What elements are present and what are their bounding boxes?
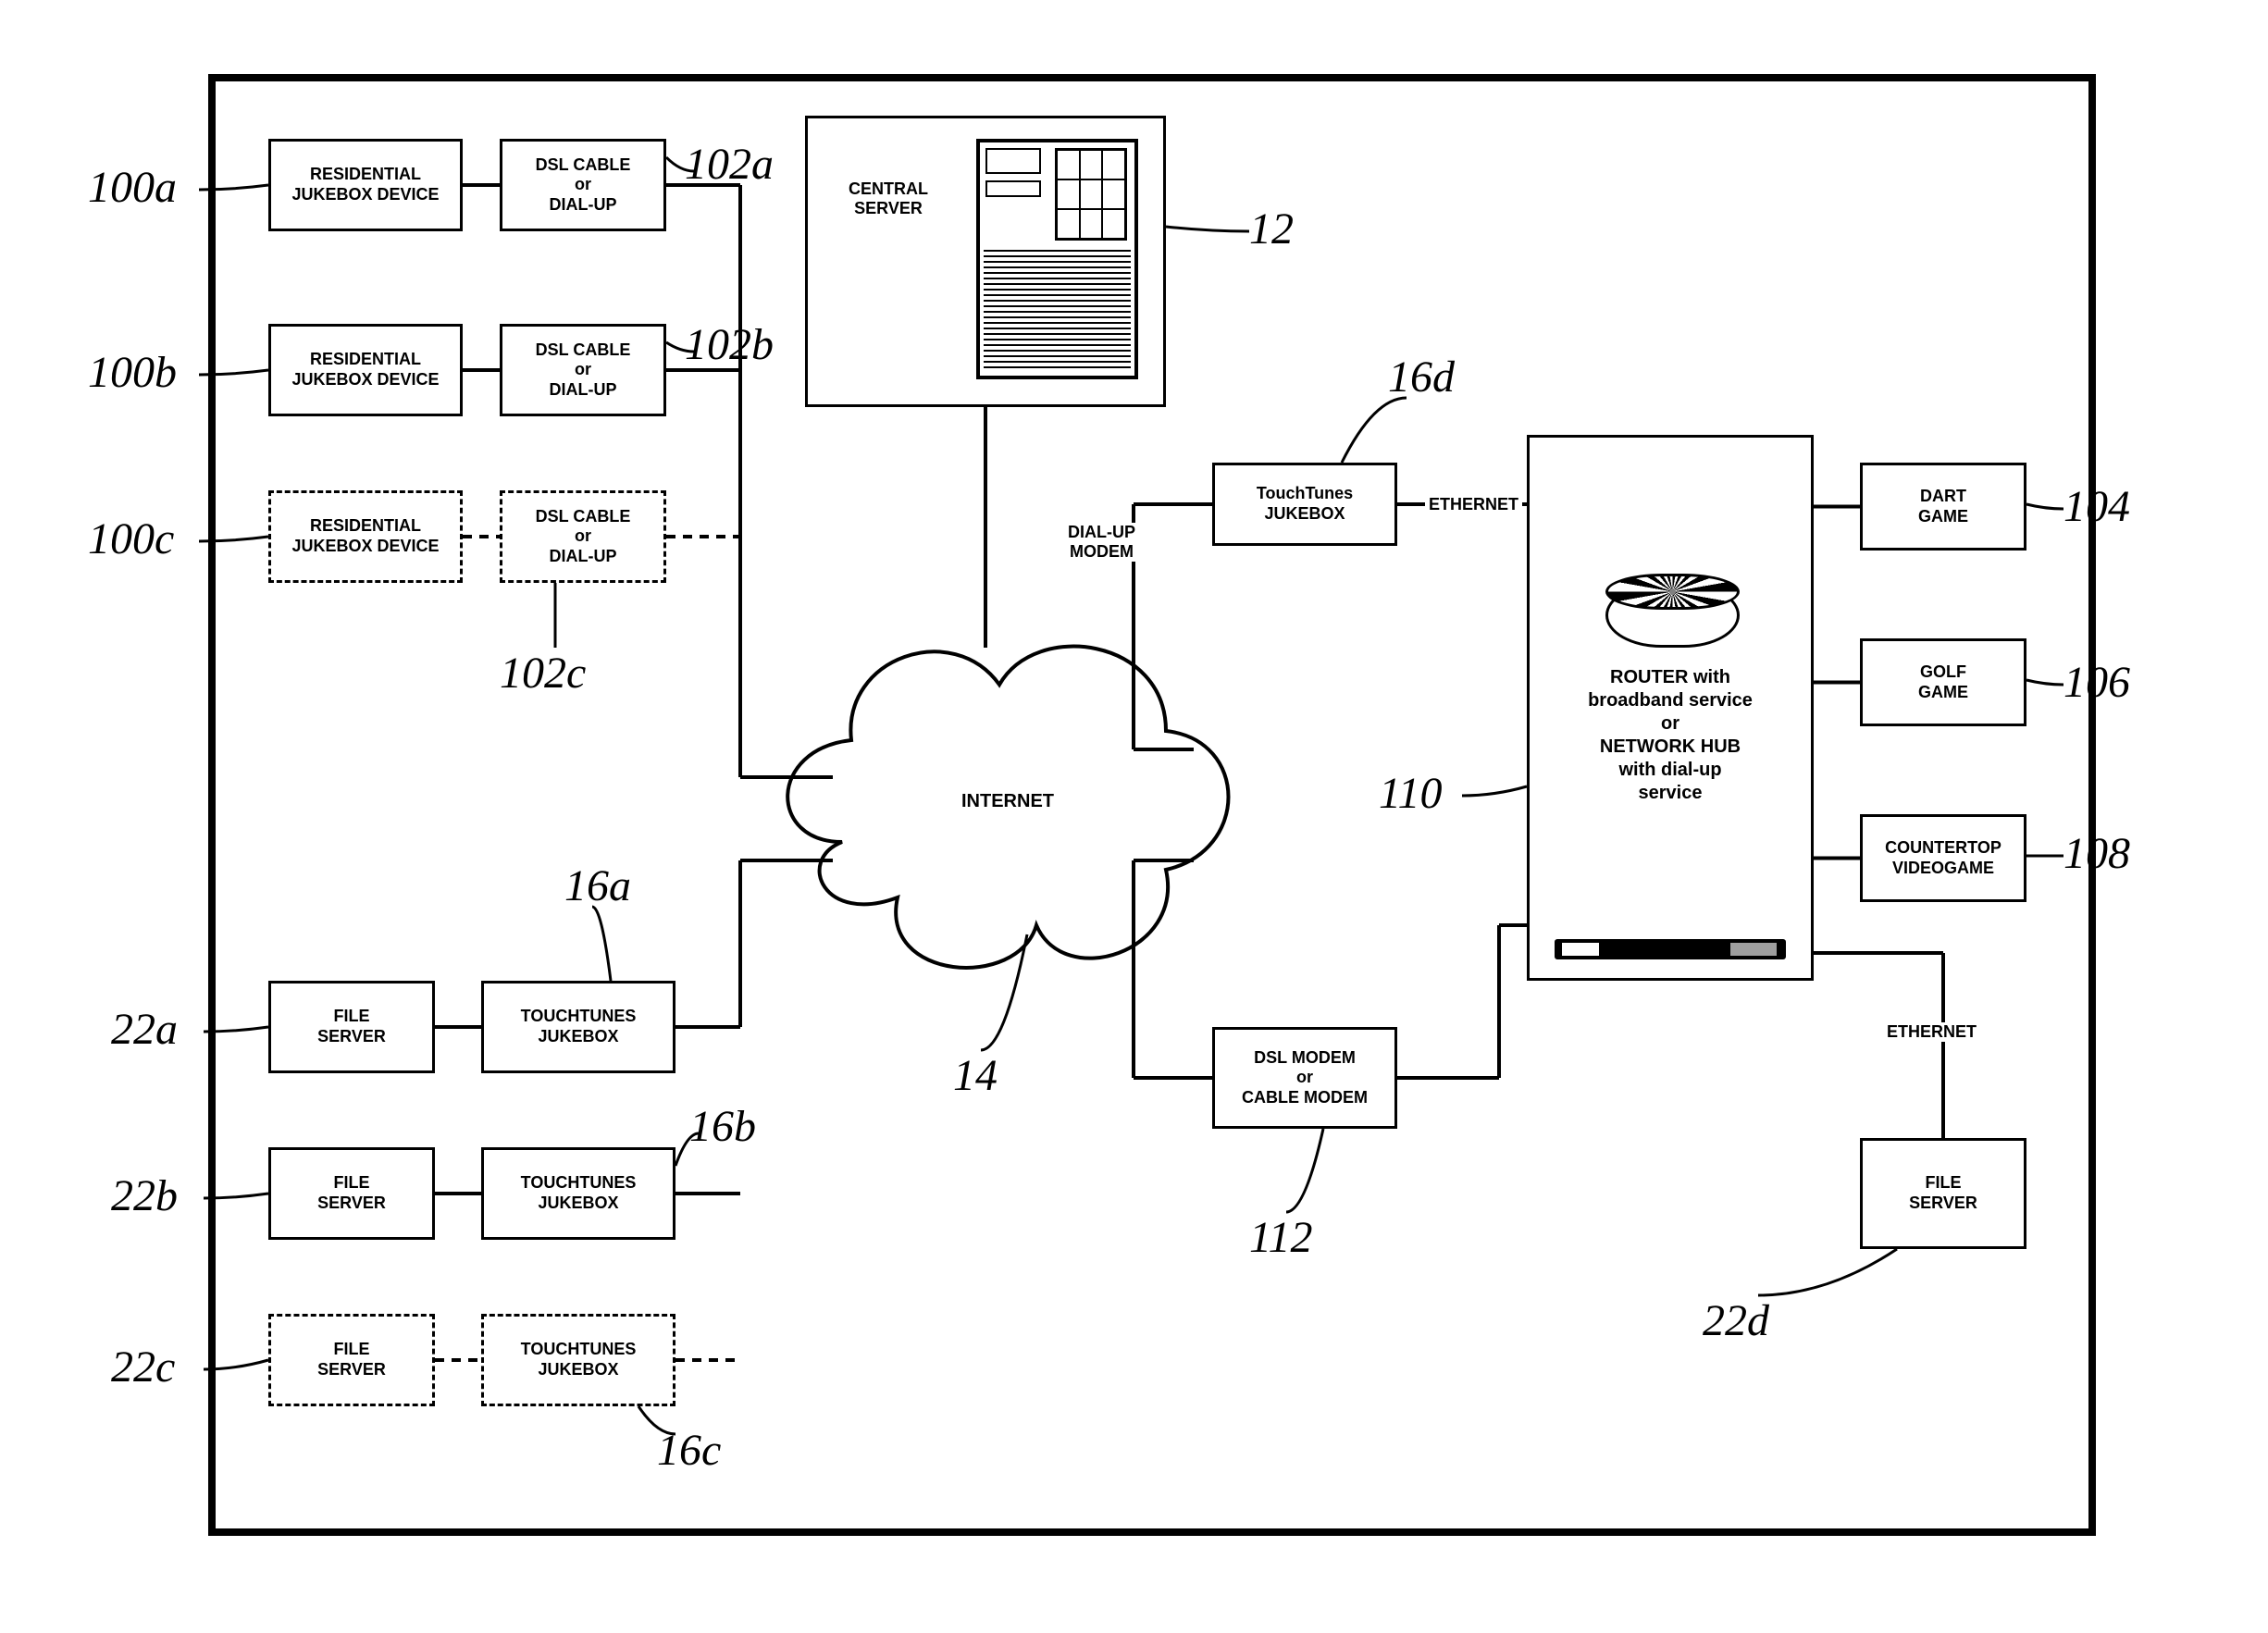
node-tt_b: TOUCHTUNESJUKEBOX xyxy=(481,1147,675,1240)
node-golf: GOLFGAME xyxy=(1860,638,2026,726)
ref-110: 110 xyxy=(1379,768,1442,819)
node-fs_d: FILESERVER xyxy=(1860,1138,2026,1249)
ref-102a: 102a xyxy=(685,139,774,190)
node-dslmodem: DSL MODEMorCABLE MODEM xyxy=(1212,1027,1397,1129)
ref-22a: 22a xyxy=(111,1004,178,1055)
node-tt_d: TouchTunesJUKEBOX xyxy=(1212,463,1397,546)
ref-12: 12 xyxy=(1249,204,1294,254)
ref-100c: 100c xyxy=(88,513,174,564)
node-dart: DARTGAME xyxy=(1860,463,2026,551)
node-res_b: RESIDENTIALJUKEBOX DEVICE xyxy=(268,324,463,416)
node-dsl_a: DSL CABLEorDIAL-UP xyxy=(500,139,666,231)
ref-14: 14 xyxy=(953,1050,998,1101)
node-tt_a: TOUCHTUNESJUKEBOX xyxy=(481,981,675,1073)
node-res_c: RESIDENTIALJUKEBOX DEVICE xyxy=(268,490,463,583)
ref-108: 108 xyxy=(2064,828,2130,879)
ref-16c: 16c xyxy=(657,1425,721,1476)
node-fs_b: FILESERVER xyxy=(268,1147,435,1240)
ref-100b: 100b xyxy=(88,347,177,398)
ref-100a: 100a xyxy=(88,162,177,213)
ref-22c: 22c xyxy=(111,1342,175,1392)
ref-16a: 16a xyxy=(564,860,631,911)
ref-22d: 22d xyxy=(1703,1295,1769,1346)
ref-16d: 16d xyxy=(1388,352,1455,402)
ref-22b: 22b xyxy=(111,1170,178,1221)
ref-104: 104 xyxy=(2064,481,2130,532)
diagram-canvas: INTERNETCENTRALSERVERRESIDENTIALJUKEBOX … xyxy=(0,0,2268,1633)
ref-106: 106 xyxy=(2064,657,2130,708)
ref-102c: 102c xyxy=(500,648,586,699)
node-tt_c: TOUCHTUNESJUKEBOX xyxy=(481,1314,675,1406)
node-res_a: RESIDENTIALJUKEBOX DEVICE xyxy=(268,139,463,231)
ref-16b: 16b xyxy=(689,1101,756,1152)
node-fs_c: FILESERVER xyxy=(268,1314,435,1406)
node-fs_a: FILESERVER xyxy=(268,981,435,1073)
ref-112: 112 xyxy=(1249,1212,1312,1263)
node-ctop: COUNTERTOPVIDEOGAME xyxy=(1860,814,2026,902)
node-dsl_b: DSL CABLEorDIAL-UP xyxy=(500,324,666,416)
node-dsl_c: DSL CABLEorDIAL-UP xyxy=(500,490,666,583)
ref-102b: 102b xyxy=(685,319,774,370)
